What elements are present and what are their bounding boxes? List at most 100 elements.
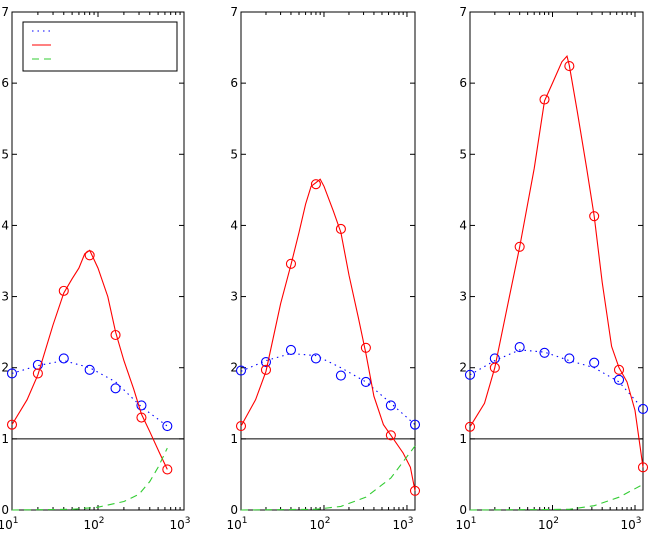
y-tick-label: 5 — [1, 147, 9, 161]
series-line-green — [240, 445, 416, 511]
data-point-red — [58, 285, 69, 296]
x-tick-label: 103 — [392, 516, 413, 532]
series-line-red — [240, 178, 416, 491]
x-tick-base: 10 — [538, 518, 553, 532]
data-point-red — [409, 485, 421, 496]
data-point-red — [539, 94, 550, 105]
series-line-red — [469, 54, 644, 468]
data-point-red — [310, 179, 321, 190]
y-tick-label: 4 — [459, 218, 467, 232]
x-tick-label: 102 — [83, 516, 104, 532]
y-tick-label: 5 — [459, 147, 467, 161]
data-point-red — [84, 250, 95, 261]
series-line-blue — [469, 349, 644, 410]
data-point-red — [32, 368, 43, 379]
x-tick-label: 102 — [309, 516, 330, 532]
x-tick-exponent: 3 — [185, 516, 191, 526]
x-tick-base: 10 — [0, 518, 13, 532]
data-point-blue — [464, 369, 476, 380]
data-point-blue — [260, 356, 272, 368]
data-point-blue — [6, 368, 18, 379]
data-point-red — [613, 364, 625, 375]
x-tick-label: 103 — [169, 516, 190, 532]
x-tick-base: 10 — [620, 518, 635, 532]
x-tick-base: 10 — [226, 518, 241, 532]
data-point-red — [514, 241, 525, 252]
data-point-red — [589, 211, 600, 222]
y-tick-label: 6 — [459, 76, 467, 90]
data-point-red — [285, 258, 297, 269]
data-point-red — [385, 430, 396, 441]
y-tick-label: 6 — [1, 76, 9, 90]
y-tick-label: 1 — [230, 432, 238, 446]
x-tick-base: 10 — [169, 518, 184, 532]
data-point-blue — [360, 376, 371, 387]
x-tick-base: 10 — [83, 518, 98, 532]
x-tick-exponent: 2 — [99, 516, 105, 526]
y-tick-label: 7 — [230, 5, 238, 19]
data-point-blue — [58, 353, 69, 364]
data-point-blue — [285, 344, 297, 355]
data-point-red — [110, 329, 121, 341]
data-point-red — [260, 364, 272, 375]
data-point-blue — [385, 400, 396, 411]
x-tick-label: 102 — [538, 516, 559, 532]
data-point-red — [464, 421, 476, 432]
data-point-blue — [564, 353, 575, 364]
data-point-red — [637, 462, 649, 473]
y-tick-label: 7 — [459, 5, 467, 19]
y-tick-label: 2 — [1, 361, 9, 375]
x-tick-label: 101 — [226, 516, 247, 532]
data-point-red — [162, 464, 173, 475]
x-tick-exponent: 2 — [553, 516, 559, 526]
plot-frame — [469, 11, 644, 511]
y-tick-label: 7 — [1, 5, 9, 19]
y-tick-label: 2 — [459, 361, 467, 375]
x-tick-exponent: 2 — [325, 516, 331, 526]
y-tick-label: 4 — [1, 218, 9, 232]
y-tick-label: 1 — [459, 432, 467, 446]
data-point-red — [360, 342, 371, 353]
y-tick-label: 2 — [230, 361, 238, 375]
series-line-green — [11, 447, 168, 511]
x-tick-base: 10 — [309, 518, 324, 532]
plot-frame — [240, 11, 416, 511]
data-point-blue — [110, 383, 121, 394]
data-point-blue — [637, 403, 649, 415]
data-point-red — [6, 419, 18, 430]
x-tick-base: 10 — [455, 518, 470, 532]
data-point-blue — [162, 421, 173, 432]
plot-frame — [11, 11, 185, 511]
data-point-blue — [613, 374, 625, 385]
y-tick-label: 3 — [1, 290, 9, 304]
data-point-blue — [514, 342, 525, 353]
data-point-blue — [589, 357, 600, 368]
data-point-blue — [539, 347, 550, 358]
x-tick-exponent: 3 — [636, 516, 642, 526]
y-tick-label: 0 — [459, 503, 467, 517]
x-tick-label: 103 — [620, 516, 641, 532]
y-tick-label: 5 — [230, 147, 238, 161]
legend — [22, 21, 178, 72]
y-tick-label: 0 — [1, 503, 9, 517]
y-tick-label: 6 — [230, 76, 238, 90]
data-point-blue — [489, 353, 500, 364]
data-point-red — [335, 223, 346, 235]
x-tick-exponent: 1 — [13, 516, 19, 526]
x-tick-base: 10 — [392, 518, 407, 532]
data-point-red — [489, 362, 500, 373]
y-tick-label: 0 — [230, 503, 238, 517]
series-line-red — [11, 249, 168, 470]
y-tick-label: 3 — [230, 290, 238, 304]
y-tick-label: 1 — [1, 432, 9, 446]
x-tick-exponent: 1 — [242, 516, 248, 526]
data-point-red — [564, 61, 575, 72]
x-tick-label: 101 — [455, 516, 476, 532]
y-tick-label: 3 — [459, 290, 467, 304]
series-line-green — [469, 483, 644, 511]
data-point-blue — [310, 353, 321, 364]
